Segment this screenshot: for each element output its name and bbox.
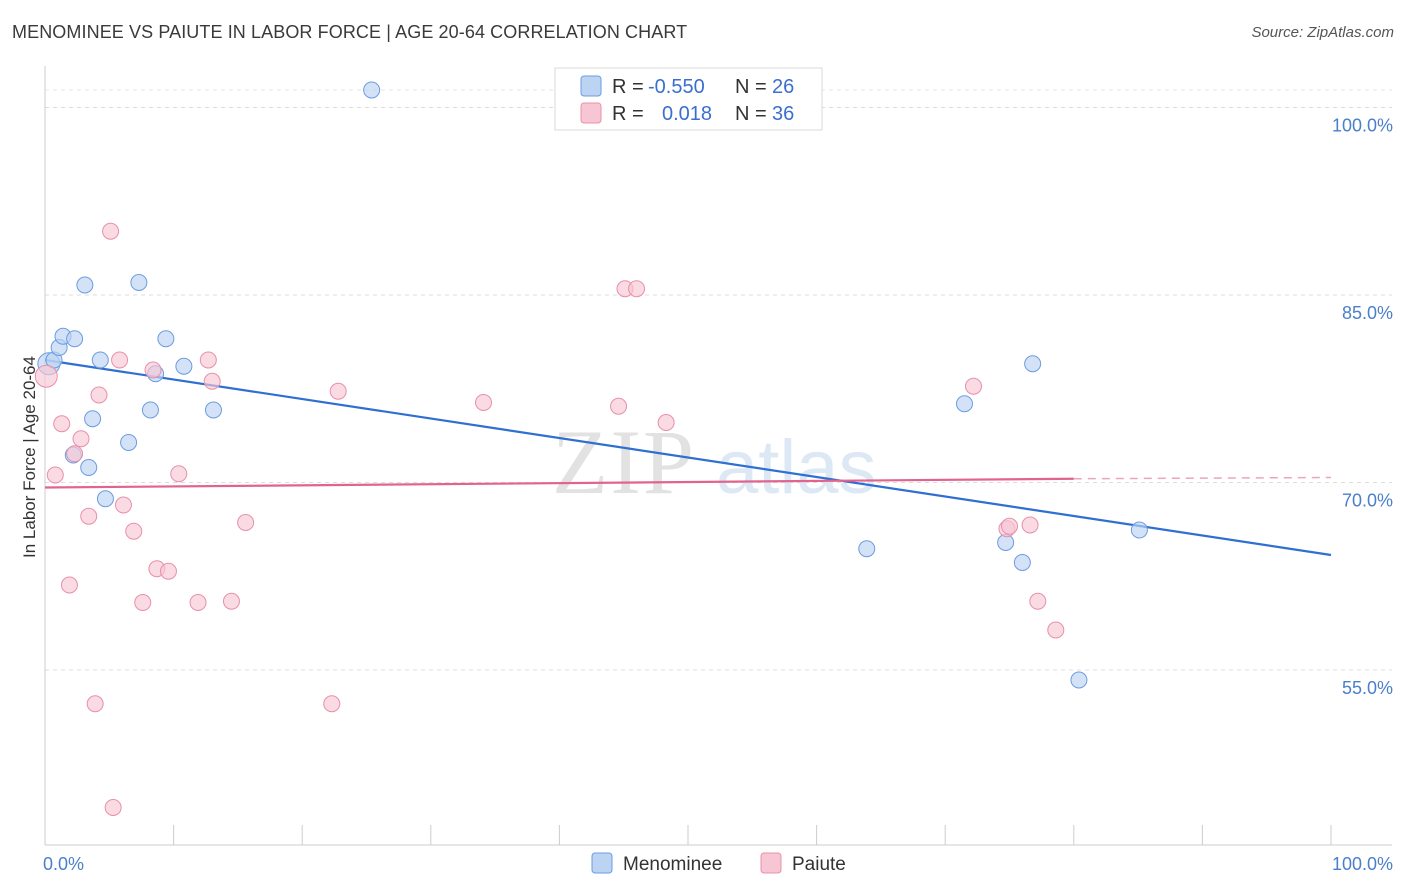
paiute-point — [111, 351, 129, 369]
paiute-point — [1001, 517, 1018, 535]
menominee-n-value: 26 — [772, 76, 794, 98]
watermark-atlas: atlas — [716, 425, 877, 510]
paiute-point — [628, 280, 646, 298]
menominee-point — [175, 357, 193, 375]
paiute-point — [114, 496, 132, 514]
menominee-point — [66, 330, 84, 348]
menominee-trend-line — [44, 358, 1332, 557]
paiute-point — [53, 415, 71, 433]
chart-source: Source: ZipAtlas.com — [1251, 24, 1394, 41]
menominee-point — [1024, 355, 1042, 373]
y-tick-label: 100.0% — [1332, 116, 1393, 136]
y-tick-labels: 100.0% 85.0% 70.0% 55.0% — [1332, 116, 1393, 699]
menominee-point — [80, 459, 98, 476]
paiute-point — [80, 507, 98, 525]
menominee-series-swatch — [591, 852, 613, 874]
series-legend: Menominee Paiute — [591, 852, 846, 875]
menominee-point — [955, 395, 973, 413]
paiute-series-swatch — [760, 852, 782, 874]
x-tick-label: 100.0% — [1332, 854, 1393, 874]
paiute-legend-swatch — [580, 102, 602, 124]
paiute-point — [199, 351, 217, 369]
paiute-point — [102, 222, 120, 240]
paiute-point — [237, 514, 255, 531]
paiute-point — [90, 386, 108, 404]
paiute-point — [1047, 621, 1065, 639]
menominee-point — [76, 276, 94, 294]
menominee-point — [84, 410, 102, 428]
paiute-n-value: 36 — [772, 103, 794, 125]
paiute-point — [329, 382, 347, 400]
y-axis-label: In Labor Force | Age 20-64 — [20, 356, 39, 558]
paiute-point — [1029, 592, 1047, 610]
paiute-point — [170, 465, 188, 483]
y-tick-label: 70.0% — [1342, 491, 1393, 511]
paiute-trend-line — [44, 477, 1074, 489]
menominee-point — [858, 540, 876, 558]
menominee-r-label: R = — [612, 76, 644, 98]
stats-legend: R = -0.550 N = 26 R = 0.018 N = 36 — [554, 67, 823, 131]
paiute-point — [60, 576, 78, 594]
paiute-point — [86, 695, 104, 713]
paiute-point — [125, 522, 143, 540]
paiute-r-value: 0.018 — [662, 103, 712, 125]
paiute-point — [222, 592, 240, 610]
paiute-point — [657, 414, 675, 431]
menominee-point — [91, 351, 109, 369]
axes — [44, 66, 1392, 846]
paiute-point — [66, 445, 84, 463]
paiute-point — [144, 361, 162, 379]
y-tick-label: 55.0% — [1342, 678, 1393, 698]
paiute-point — [1021, 516, 1039, 534]
menominee-point — [96, 490, 114, 508]
menominee-point — [120, 434, 138, 451]
menominee-point — [157, 330, 175, 348]
paiute-point — [189, 594, 207, 611]
menominee-point — [130, 274, 148, 291]
paiute-point — [46, 466, 64, 484]
trend-lines — [44, 358, 1332, 557]
menominee-point — [1013, 554, 1031, 571]
menominee-point — [1070, 671, 1088, 689]
menominee-r-value: -0.550 — [648, 76, 705, 98]
paiute-point — [610, 397, 628, 415]
menominee-n-label: N = — [735, 76, 767, 98]
grid — [45, 89, 1392, 671]
menominee-legend-swatch — [580, 75, 602, 97]
paiute-point — [964, 377, 982, 395]
paiute-point — [72, 430, 90, 448]
paiute-point — [159, 562, 177, 580]
paiute-point — [34, 364, 58, 388]
menominee-point — [204, 401, 222, 419]
paiute-point — [475, 394, 493, 411]
watermark-zip: ZIP — [552, 411, 696, 513]
paiute-point — [104, 799, 122, 816]
data-points — [34, 81, 1148, 816]
menominee-point — [363, 81, 381, 99]
paiute-n-label: N = — [735, 103, 767, 125]
y-tick-label: 85.0% — [1342, 303, 1393, 323]
watermark: ZIP atlas — [552, 411, 877, 513]
paiute-point — [203, 372, 221, 390]
chart-title: MENOMINEE VS PAIUTE IN LABOR FORCE | AGE… — [12, 22, 688, 42]
menominee-point — [1130, 521, 1148, 539]
paiute-point — [323, 695, 341, 713]
x-tick-labels: 0.0% 100.0% — [43, 854, 1393, 874]
menominee-series-name: Menominee — [623, 854, 722, 875]
paiute-trend-extension — [1073, 476, 1332, 480]
paiute-r-label: R = — [612, 103, 644, 125]
paiute-point — [134, 594, 152, 611]
x-tick-label: 0.0% — [43, 854, 84, 874]
paiute-series-name: Paiute — [792, 854, 846, 875]
menominee-point — [141, 401, 159, 419]
